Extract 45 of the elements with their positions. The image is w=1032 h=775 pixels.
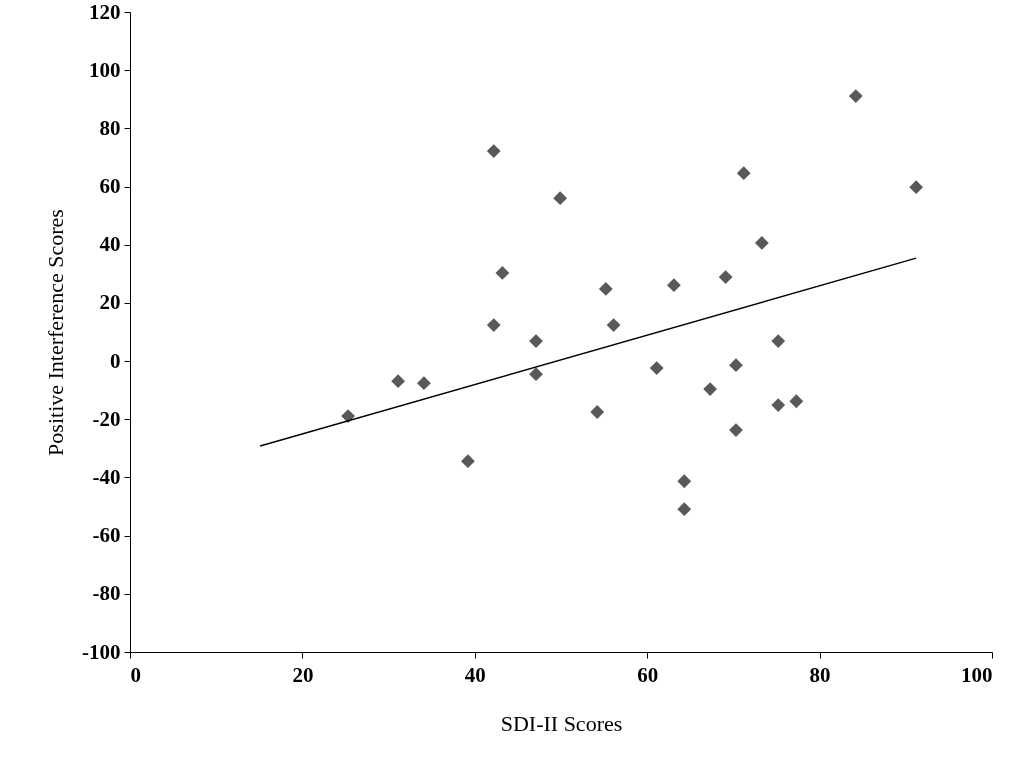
point <box>667 278 681 293</box>
point <box>848 89 863 103</box>
y-tick-label: 100 <box>89 57 121 82</box>
x-tick-label: 60 <box>637 662 659 687</box>
y-tick-label: -100 <box>82 639 121 664</box>
y-tick-label: 80 <box>99 115 121 140</box>
point <box>391 374 405 389</box>
point <box>736 166 751 181</box>
x-axis-title: SDI-II Scores <box>500 710 623 736</box>
x-tick-label: 0 <box>130 662 141 687</box>
point <box>677 474 692 489</box>
point <box>677 502 692 517</box>
point <box>486 144 501 158</box>
point <box>598 282 613 296</box>
point <box>718 270 733 284</box>
point <box>486 318 501 332</box>
point <box>461 454 475 469</box>
point <box>703 382 718 396</box>
x-tick-label: 40 <box>464 662 486 687</box>
y-tick-label: 20 <box>99 290 121 315</box>
point <box>417 376 431 391</box>
point <box>590 405 605 419</box>
x-tick-label: 20 <box>292 662 314 687</box>
point <box>606 318 621 332</box>
y-axis-title: Positive Interference Scores <box>43 209 69 456</box>
point <box>789 394 804 409</box>
point <box>754 236 769 250</box>
y-tick-label: -20 <box>92 406 121 431</box>
y-tick-label: -60 <box>92 523 121 548</box>
x-tick-label: 100 <box>961 662 993 687</box>
point <box>771 398 786 412</box>
y-tick-label: 60 <box>99 174 121 199</box>
point <box>909 180 924 195</box>
point <box>649 361 664 375</box>
x-tick-label: 80 <box>809 662 831 687</box>
y-tick-label: 0 <box>110 348 121 373</box>
y-tick-label: 120 <box>89 0 121 24</box>
point <box>771 334 786 348</box>
point <box>529 367 543 382</box>
y-tick-label: -40 <box>92 464 121 489</box>
point <box>729 358 743 373</box>
point <box>553 191 568 206</box>
y-tick-label: 40 <box>99 232 121 257</box>
point <box>495 266 510 280</box>
y-tick-label: -80 <box>92 581 121 606</box>
